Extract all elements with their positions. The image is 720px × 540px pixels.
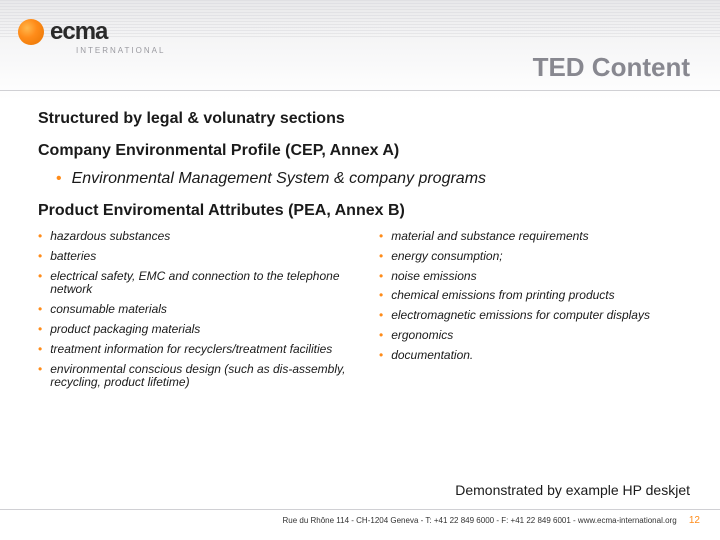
list-item-text: documentation. xyxy=(391,349,473,363)
list-item: • batteries xyxy=(38,250,349,264)
bullet-icon: • xyxy=(379,289,383,303)
list-item: • noise emissions xyxy=(379,270,690,284)
header-lines xyxy=(0,0,720,38)
list-item: • ergonomics xyxy=(379,329,690,343)
left-column: • hazardous substances • batteries • electric… xyxy=(38,230,349,396)
logo-text: ecma xyxy=(50,18,107,46)
footer: Rue du Rhône 114 - CH-1204 Geneva - T: +… xyxy=(0,515,720,526)
bullet-icon: • xyxy=(38,270,42,298)
slide-title: TED Content xyxy=(533,52,690,83)
list-item-text: batteries xyxy=(50,250,96,264)
list-item: • hazardous substances xyxy=(38,230,349,244)
list-item: • documentation. xyxy=(379,349,690,363)
list-item-text: electromagnetic emissions for computer d… xyxy=(391,309,650,323)
list-item: • product packaging materials xyxy=(38,323,349,337)
list-item-text: noise emissions xyxy=(391,270,476,284)
bullet-icon: • xyxy=(38,230,42,244)
logo-subtext: INTERNATIONAL xyxy=(76,46,165,55)
right-column: • material and substance requirements • ene… xyxy=(379,230,690,396)
list-item: • electromagnetic emissions for computer … xyxy=(379,309,690,323)
bullet-icon: • xyxy=(379,349,383,363)
bullet-icon: • xyxy=(38,323,42,337)
logo: ecma xyxy=(18,18,107,46)
heading-cep: Company Environmental Profile (CEP, Anne… xyxy=(38,142,690,160)
list-item: • electrical safety, EMC and connection t… xyxy=(38,270,349,298)
list-item: • chemical emissions from printing produc… xyxy=(379,289,690,303)
bullet-icon: • xyxy=(38,363,42,391)
list-item-text: product packaging materials xyxy=(50,323,200,337)
bullet-icon: • xyxy=(56,170,62,187)
bullet-icon: • xyxy=(379,270,383,284)
bullet-icon: • xyxy=(379,250,383,264)
columns: • hazardous substances • batteries • electric… xyxy=(38,230,690,396)
heading-structured: Structured by legal & volunatry sections xyxy=(38,110,690,128)
logo-circle-icon xyxy=(18,19,44,45)
list-item: • treatment information for recyclers/tre… xyxy=(38,343,349,357)
bullet-icon: • xyxy=(379,230,383,244)
page-number: 12 xyxy=(689,515,700,526)
list-item: • consumable materials xyxy=(38,303,349,317)
list-item-text: treatment information for recyclers/trea… xyxy=(50,343,332,357)
bullet-icon: • xyxy=(379,329,383,343)
list-item-text: consumable materials xyxy=(50,303,167,317)
list-item-text: energy consumption; xyxy=(391,250,502,264)
sub-bullet-text: Environmental Management System & compan… xyxy=(72,170,486,187)
footer-text: Rue du Rhône 114 - CH-1204 Geneva - T: +… xyxy=(282,516,676,525)
list-item-text: material and substance requirements xyxy=(391,230,588,244)
list-item: • environmental conscious design (such as… xyxy=(38,363,349,391)
content-area: Structured by legal & volunatry sections… xyxy=(38,110,690,396)
bullet-icon: • xyxy=(38,250,42,264)
footer-divider xyxy=(0,509,720,510)
heading-pea: Product Enviromental Attributes (PEA, An… xyxy=(38,202,690,220)
list-item: • energy consumption; xyxy=(379,250,690,264)
divider xyxy=(0,90,720,91)
list-item-text: ergonomics xyxy=(391,329,453,343)
list-item-text: chemical emissions from printing product… xyxy=(391,289,614,303)
bullet-icon: • xyxy=(379,309,383,323)
bullet-icon: • xyxy=(38,343,42,357)
sub-bullet-ems: • Environmental Management System & compa… xyxy=(56,170,690,188)
list-item: • material and substance requirements xyxy=(379,230,690,244)
list-item-text: hazardous substances xyxy=(50,230,170,244)
demo-text: Demonstrated by example HP deskjet xyxy=(455,482,690,498)
bullet-icon: • xyxy=(38,303,42,317)
list-item-text: environmental conscious design (such as … xyxy=(50,363,349,391)
list-item-text: electrical safety, EMC and connection to… xyxy=(50,270,349,298)
